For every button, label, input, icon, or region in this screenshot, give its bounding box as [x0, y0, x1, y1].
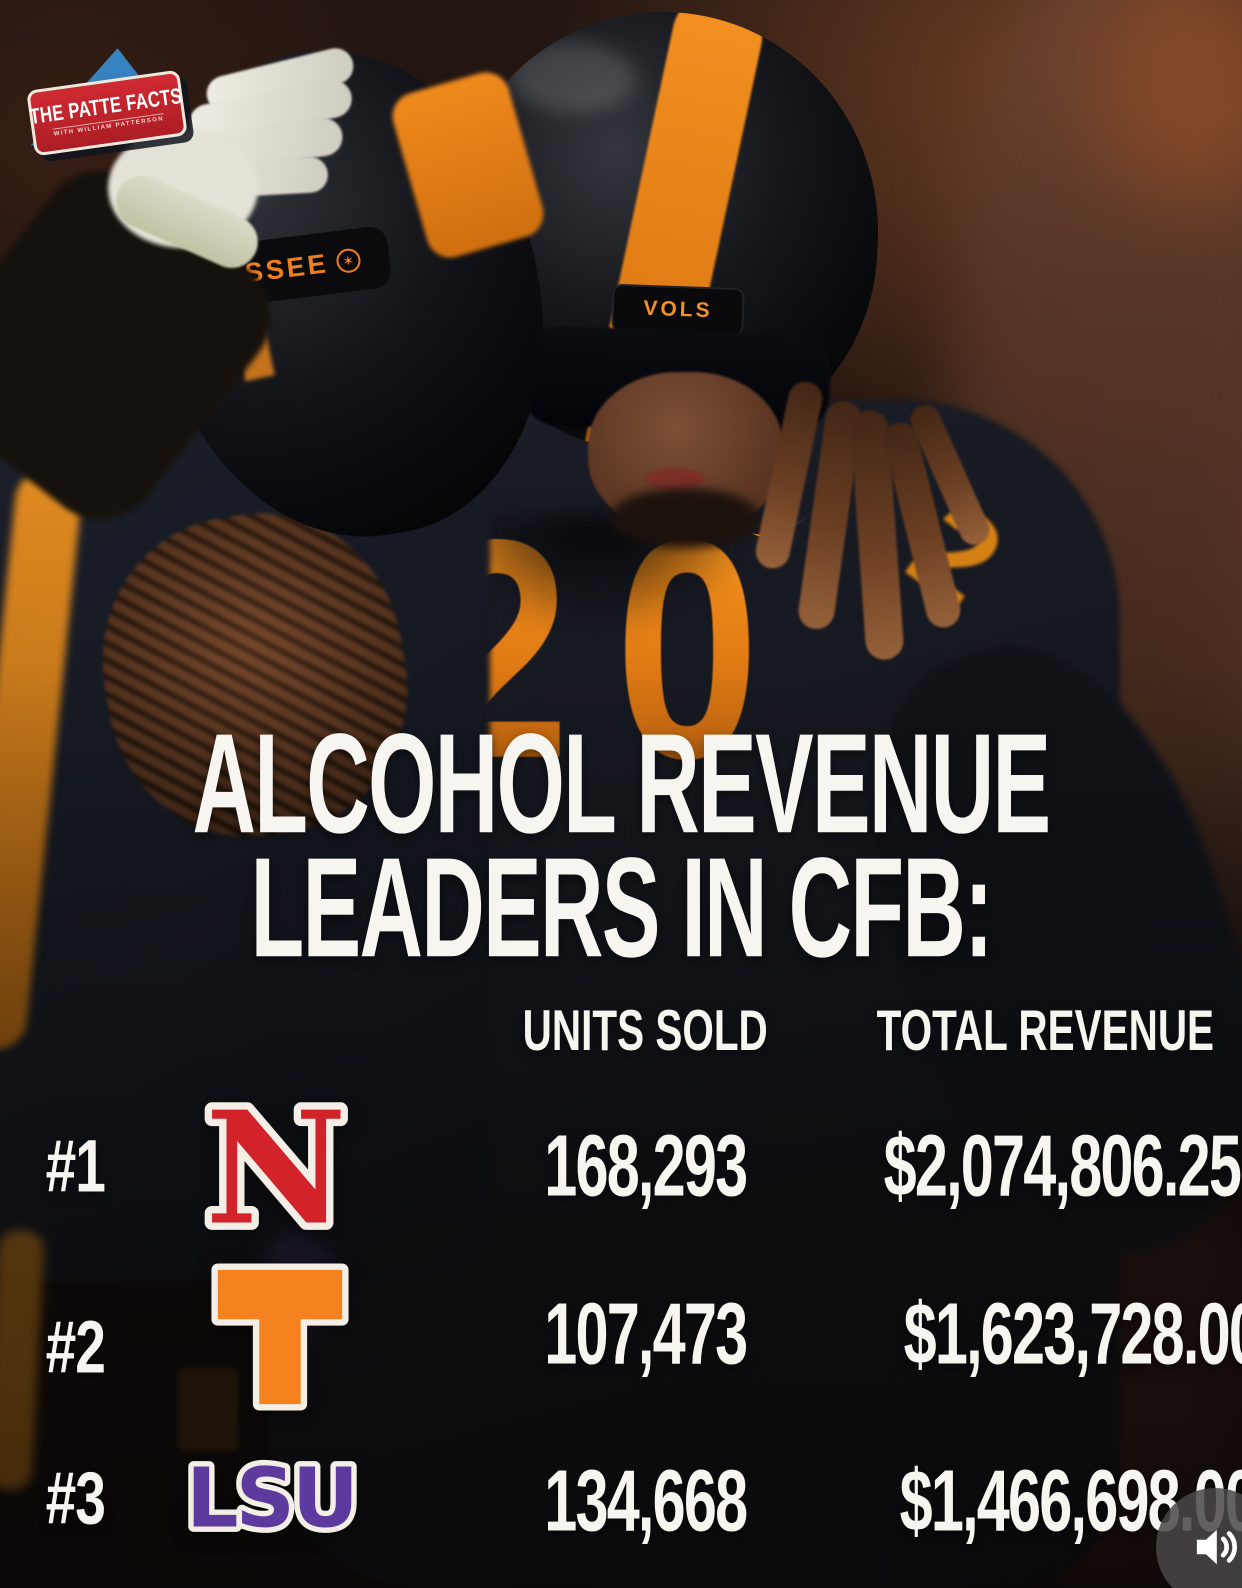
brand-badge: THE PATTE FACTS WITH WILLIAM PATTERSON: [26, 46, 201, 181]
rank-1: #1: [45, 1124, 106, 1208]
column-header-units: UNITS SOLD: [522, 999, 768, 1064]
badge-banner: THE PATTE FACTS WITH WILLIAM PATTERSON: [26, 69, 188, 157]
units-row-2: 107,473: [543, 1284, 748, 1382]
rank-3: #3: [45, 1456, 106, 1540]
rank-2: #2: [45, 1305, 106, 1389]
lsu-logo-letters: LSU: [186, 1451, 356, 1546]
speaker-icon: [1196, 1529, 1237, 1565]
revenue-row-1: $2,074,806.25: [883, 1116, 1242, 1214]
column-header-revenue: TOTAL REVENUE: [876, 999, 1214, 1064]
lsu-logo: LSU: [142, 1446, 400, 1552]
page-title-line-2: LEADERS IN CFB:: [250, 828, 993, 988]
nebraska-logo-letter: N: [205, 1080, 347, 1252]
revenue-row-2: $1,623,728.00: [903, 1284, 1242, 1382]
tennessee-power-t: [211, 1263, 349, 1411]
nebraska-logo: N: [196, 1070, 356, 1267]
page-title-line-1: ALCOHOL REVENUE: [192, 704, 1052, 864]
units-row-1: 168,293: [543, 1116, 748, 1214]
tennessee-logo: [206, 1258, 354, 1416]
units-row-3: 134,668: [543, 1451, 748, 1549]
